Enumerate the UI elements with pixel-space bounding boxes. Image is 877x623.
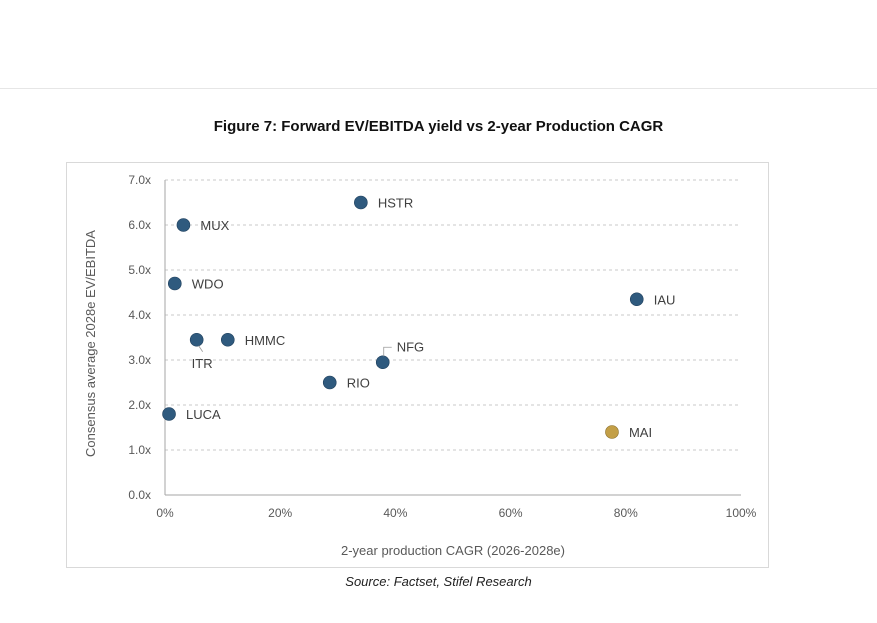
x-tick-label: 20%: [268, 506, 292, 520]
y-tick-label: 3.0x: [128, 353, 151, 367]
label-leader-line: [198, 345, 204, 352]
figure-title: Figure 7: Forward EV/EBITDA yield vs 2-y…: [213, 118, 664, 135]
axes: [164, 180, 741, 496]
scatter-point-wdo: [167, 276, 182, 291]
scatter-point-hmmc: [220, 332, 235, 347]
x-tick-label: 60%: [499, 506, 523, 520]
label-leader-line: [383, 346, 392, 357]
x-axis-title: 2-year production CAGR (2026-2028e): [341, 543, 565, 558]
scatter-point-luca: [162, 407, 176, 421]
data-label-wdo: WDO: [192, 277, 224, 292]
scatter-point-hstr: [354, 195, 368, 210]
gridlines: [165, 179, 741, 451]
data-label-hstr: HSTR: [378, 196, 413, 211]
data-label-mux: MUX: [200, 218, 229, 233]
x-tick-label: 100%: [726, 506, 757, 520]
chart-frame: 0.0x 1.0x 2.0x 3.0x 4.0x 5.0x 6.0x 7.0x 0% 20% 40%…: [66, 162, 769, 568]
scatter-chart: 0.0x 1.0x 2.0x 3.0x 4.0x 5.0x 6.0x 7.0x 0% 20% 40%…: [83, 173, 757, 558]
x-tick-label: 0%: [156, 506, 174, 520]
data-points: [162, 195, 644, 439]
data-label-luca: LUCA: [186, 407, 221, 422]
y-tick-label: 2.0x: [128, 398, 151, 412]
y-tick-label: 4.0x: [128, 308, 151, 322]
y-tick-label: 6.0x: [128, 218, 151, 232]
scatter-point-mux: [176, 218, 191, 232]
data-label-itr: ITR: [192, 356, 213, 371]
scatter-point-iau: [629, 292, 644, 307]
y-axis-title: Consensus average 2028e EV/EBITDA: [83, 230, 98, 457]
y-tick-label: 1.0x: [128, 443, 151, 457]
scatter-point-itr: [189, 332, 204, 347]
source-note: Source: Factset, Stifel Research: [345, 574, 532, 589]
data-label-rio: RIO: [347, 376, 370, 391]
scatter-point-mai: [605, 425, 619, 439]
data-labels: HSTR MUX WDO IAU ITR HMMC NFG RIO LUCA MAI: [186, 196, 675, 441]
scatter-point-rio: [322, 375, 337, 390]
x-tick-label: 40%: [383, 506, 407, 520]
scatter-point-nfg: [375, 355, 390, 370]
data-label-hmmc: HMMC: [245, 333, 285, 348]
tick-labels: 0.0x 1.0x 2.0x 3.0x 4.0x 5.0x 6.0x 7.0x 0% 20% 40%…: [128, 173, 756, 520]
y-tick-label: 7.0x: [128, 173, 151, 187]
data-label-nfg: NFG: [397, 339, 424, 354]
data-label-iau: IAU: [654, 292, 676, 307]
y-tick-label: 5.0x: [128, 263, 151, 277]
x-tick-label: 80%: [614, 506, 638, 520]
top-divider: [0, 88, 877, 89]
y-tick-label: 0.0x: [128, 488, 151, 502]
data-label-mai: MAI: [629, 425, 652, 440]
